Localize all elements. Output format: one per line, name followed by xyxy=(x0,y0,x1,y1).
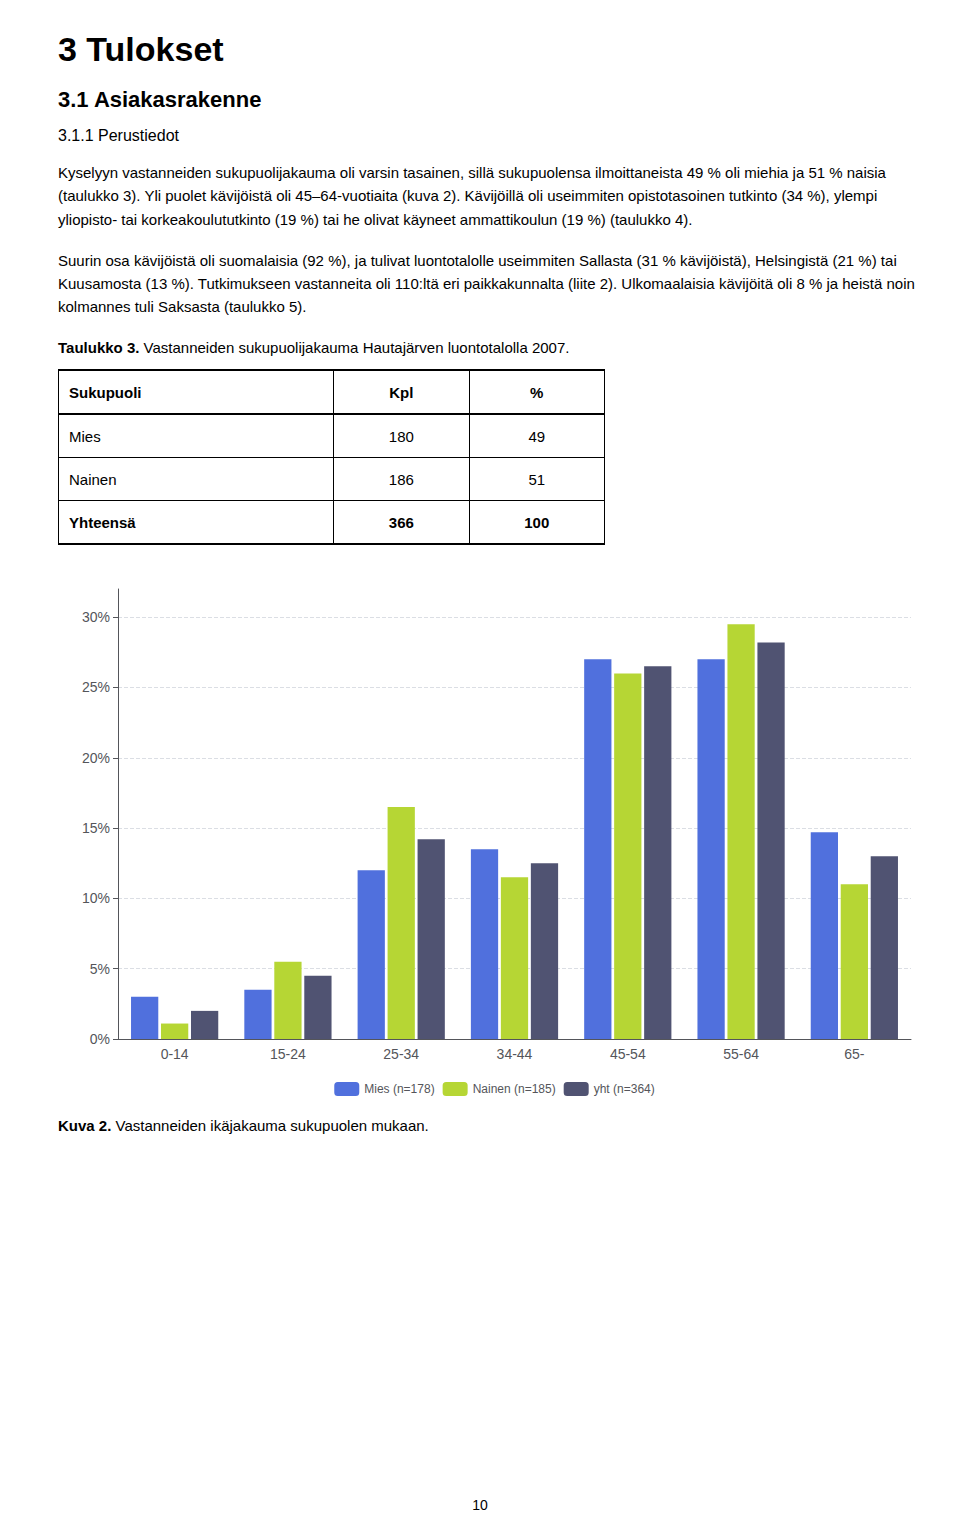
svg-text:34-44: 34-44 xyxy=(497,1046,533,1062)
html-text:10: 10 xyxy=(472,1497,488,1513)
html-text:Yhteensä: Yhteensä xyxy=(69,513,136,531)
html-text:Suurin osa kävijöistä oli suom: Suurin osa kävijöistä oli suomalaisia (9… xyxy=(58,251,915,316)
html-text:Kuva 2. Vastanneiden ikäjakaum: Kuva 2. Vastanneiden ikäjakauma sukupuol… xyxy=(58,1117,429,1134)
svg-text:5%: 5% xyxy=(90,961,110,977)
html-text:Mies: Mies xyxy=(69,427,101,445)
html-text:Kyselyyn vastanneiden sukupuol: Kyselyyn vastanneiden sukupuolijakauma o… xyxy=(58,164,886,228)
svg-text:yht (n=364): yht (n=364) xyxy=(594,1082,655,1096)
svg-text:0%: 0% xyxy=(90,1031,110,1047)
svg-text:25%: 25% xyxy=(82,679,110,695)
svg-text:20%: 20% xyxy=(82,750,110,766)
html-text:3.1.1 Perustiedot: 3.1.1 Perustiedot xyxy=(58,127,179,144)
svg-text:15%: 15% xyxy=(82,820,110,836)
html-text:186: 186 xyxy=(388,470,414,488)
html-text:100: 100 xyxy=(524,513,550,531)
svg-text:Nainen (n=185): Nainen (n=185) xyxy=(473,1082,556,1096)
svg-text:25-34: 25-34 xyxy=(383,1046,419,1062)
svg-text:30%: 30% xyxy=(82,609,110,625)
html-text:366: 366 xyxy=(388,513,414,531)
html-text:51: 51 xyxy=(528,470,546,488)
svg-text:65-: 65- xyxy=(844,1046,865,1062)
html-text:Taulukko 3. Vastanneiden sukup: Taulukko 3. Vastanneiden sukupuolijakaum… xyxy=(58,338,570,356)
html-text:180: 180 xyxy=(388,427,414,445)
svg-text:45-54: 45-54 xyxy=(610,1046,646,1062)
html-text:3.1 Asiakasrakenne: 3.1 Asiakasrakenne xyxy=(58,87,262,112)
svg-text:Mies (n=178): Mies (n=178) xyxy=(364,1082,434,1096)
svg-text:10%: 10% xyxy=(82,890,110,906)
svg-text:15-24: 15-24 xyxy=(270,1046,306,1062)
html-text:3 Tulokset: 3 Tulokset xyxy=(58,30,224,68)
svg-text:0-14: 0-14 xyxy=(161,1046,189,1062)
svg-text:55-64: 55-64 xyxy=(723,1046,759,1062)
html-text:49: 49 xyxy=(528,427,546,445)
html-text:Kpl: Kpl xyxy=(389,383,414,401)
html-text:Sukupuoli: Sukupuoli xyxy=(69,383,142,401)
html-text:Nainen: Nainen xyxy=(69,470,117,488)
